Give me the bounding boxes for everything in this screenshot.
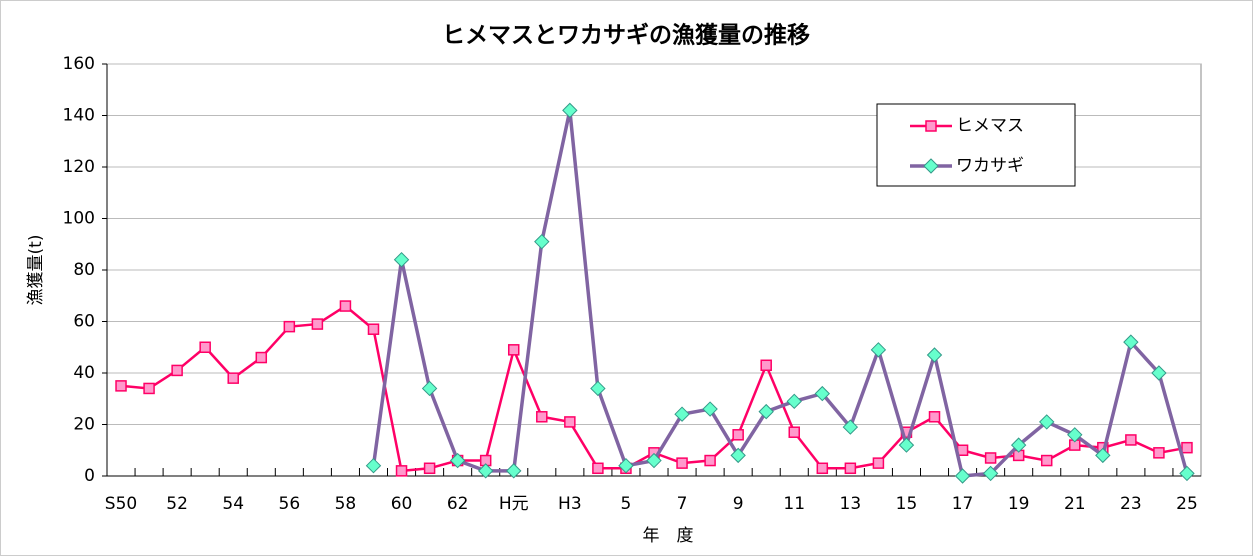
x-tick-label: H元 xyxy=(499,494,529,514)
data-point xyxy=(227,372,239,384)
data-point xyxy=(814,385,831,402)
data-point xyxy=(926,347,943,363)
data-point xyxy=(788,426,801,438)
y-tick-label: 140 xyxy=(63,106,95,126)
data-point xyxy=(143,382,155,395)
data-point xyxy=(1010,437,1027,453)
data-point xyxy=(171,364,183,377)
data-point xyxy=(592,462,604,475)
data-point xyxy=(1151,365,1167,381)
data-point xyxy=(786,393,802,410)
y-tick-label: 20 xyxy=(73,415,95,435)
data-point xyxy=(872,457,885,469)
x-tick-label: 9 xyxy=(733,494,744,514)
x-tick-label: 17 xyxy=(952,494,974,514)
data-point xyxy=(646,452,662,469)
x-tick-label: 58 xyxy=(335,494,357,514)
y-tick-label: 160 xyxy=(63,54,95,74)
data-point xyxy=(283,320,296,333)
data-point xyxy=(590,380,606,397)
data-point xyxy=(1123,334,1139,350)
y-tick-label: 100 xyxy=(63,209,95,229)
data-point xyxy=(562,102,578,119)
data-point xyxy=(339,300,352,312)
data-point xyxy=(816,462,829,475)
data-point xyxy=(842,419,859,435)
data-point xyxy=(674,406,690,422)
data-point xyxy=(1181,441,1193,454)
data-point xyxy=(928,411,941,423)
data-point xyxy=(115,380,127,392)
data-point xyxy=(534,233,550,250)
data-point xyxy=(393,251,410,268)
x-tick-label: 11 xyxy=(783,494,805,514)
y-tick-label: 0 xyxy=(84,466,95,486)
data-point xyxy=(898,437,915,453)
data-point xyxy=(367,323,380,335)
x-tick-label: 56 xyxy=(279,494,301,514)
x-tick-label: 54 xyxy=(222,494,244,514)
data-point xyxy=(676,457,688,469)
data-point xyxy=(255,351,268,364)
y-tick-label: 40 xyxy=(73,363,95,383)
x-tick-label: 23 xyxy=(1120,494,1142,514)
y-tick-label: 80 xyxy=(73,260,95,280)
data-point xyxy=(1179,465,1195,482)
legend-label: ヒメマス xyxy=(956,116,1024,136)
data-point xyxy=(449,452,466,469)
x-tick-label: 13 xyxy=(840,494,862,514)
data-point xyxy=(1067,427,1083,443)
data-point xyxy=(477,463,494,479)
data-point xyxy=(536,411,548,423)
data-point xyxy=(982,465,999,482)
data-point xyxy=(506,463,522,479)
data-point xyxy=(1125,434,1137,446)
x-tick-label: 19 xyxy=(1008,494,1030,514)
data-point xyxy=(760,359,772,372)
legend-marker xyxy=(925,120,937,132)
data-point xyxy=(507,344,520,356)
data-point xyxy=(1095,447,1111,464)
data-point xyxy=(365,457,382,474)
data-point xyxy=(704,454,716,467)
data-point xyxy=(844,462,857,475)
x-tick-label: 52 xyxy=(166,494,188,514)
data-point xyxy=(730,447,746,464)
x-tick-label: 15 xyxy=(896,494,918,514)
x-tick-label: 21 xyxy=(1064,494,1086,514)
x-tick-label: 60 xyxy=(391,494,413,514)
data-point xyxy=(199,341,211,353)
data-point xyxy=(758,403,774,420)
data-point xyxy=(618,457,634,474)
data-point xyxy=(702,401,718,417)
x-tick-label: S50 xyxy=(105,494,137,514)
y-axis-label: 漁獲量(t) xyxy=(26,235,46,306)
x-axis-label: 年 度 xyxy=(643,526,694,546)
legend-label: ワカサギ xyxy=(956,156,1024,176)
data-point xyxy=(954,468,971,484)
data-point xyxy=(732,429,744,441)
legend-marker xyxy=(923,158,939,174)
data-point xyxy=(311,318,324,330)
data-point xyxy=(870,342,887,358)
legend-box xyxy=(876,103,1076,187)
x-tick-label: 5 xyxy=(621,494,632,514)
x-tick-label: 62 xyxy=(447,494,469,514)
data-point xyxy=(421,380,438,397)
data-point xyxy=(423,462,436,475)
y-tick-label: 120 xyxy=(63,157,95,177)
data-point xyxy=(1040,454,1053,467)
data-point xyxy=(395,465,408,477)
data-point xyxy=(984,452,997,464)
y-tick-label: 60 xyxy=(73,312,95,332)
data-point xyxy=(564,416,576,428)
data-point xyxy=(1039,414,1055,430)
x-tick-label: H3 xyxy=(558,494,582,514)
data-point xyxy=(1153,447,1165,459)
x-tick-label: 7 xyxy=(677,494,688,514)
x-tick-label: 25 xyxy=(1176,494,1198,514)
chart-title: ヒメマスとワカサギの漁獲量の推移 xyxy=(442,22,810,49)
